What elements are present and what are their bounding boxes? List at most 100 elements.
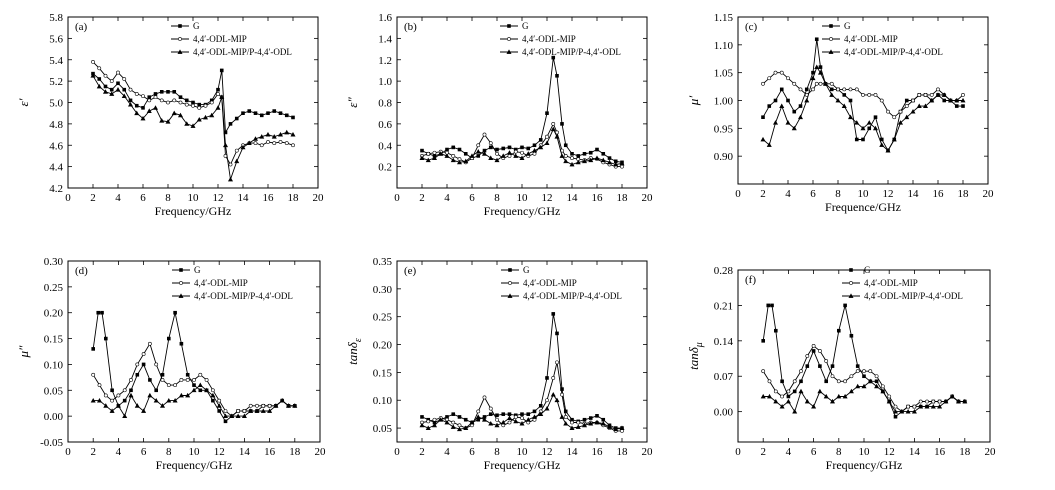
data-point [855,364,860,368]
data-point [811,70,815,75]
data-point [786,389,791,394]
data-point [924,403,930,409]
data-point [235,413,241,419]
y-axis-title-subscript: ε [353,338,364,342]
data-point [786,76,790,81]
data-point [246,140,252,146]
data-point [766,393,773,399]
data-point [829,92,835,97]
data-point [823,393,829,399]
data-point [109,87,114,92]
y-tick-label: 1.10 [714,40,734,52]
data-point [420,148,424,153]
data-point [780,394,785,399]
plot-frame [67,260,321,443]
data-point [451,420,456,425]
data-point [203,103,208,108]
data-point [912,404,917,409]
y-tick-label: 0.4 [378,140,392,152]
data-point [494,422,500,428]
data-point [582,417,587,422]
data-point [202,114,209,120]
data-point [90,73,96,78]
data-point [538,138,543,142]
data-point [229,413,235,419]
data-point [947,97,954,103]
data-point [103,403,109,408]
data-point [550,392,556,397]
data-point [248,408,254,413]
x-tick-label: 4 [786,446,792,458]
data-point [581,422,588,428]
data-point [204,387,210,393]
x-tick-label: 8 [494,192,500,204]
series-3 [90,73,296,182]
series-2 [761,70,965,120]
data-point [829,81,834,86]
data-point [159,98,164,103]
data-point [191,103,195,108]
data-point [804,398,810,404]
data-point [885,147,891,153]
series-3 [419,126,625,167]
data-point [773,389,778,394]
data-point [513,149,518,154]
data-point [129,378,133,382]
panel-label: (c) [745,21,758,33]
data-point [960,97,966,103]
data-point [922,103,929,108]
x-tick-label: 10 [859,446,871,458]
x-tick-label: 4 [115,192,121,204]
data-point [842,393,848,399]
data-point [941,92,947,97]
y-tick-label: 5.6 [49,33,63,45]
data-point [761,369,766,374]
series-3 [760,378,968,414]
panel-label: (e) [404,265,417,277]
data-point [779,70,784,75]
data-point [873,93,878,97]
data-point [899,409,905,414]
data-point [219,68,224,73]
y-tick-label: 1.00 [714,96,734,108]
y-tick-label: 0.25 [373,312,393,324]
data-point [563,409,568,414]
data-point [160,378,165,382]
y-tick-label: 0.6 [378,119,392,131]
data-point [476,143,481,148]
x-tick-label: 8 [835,188,841,200]
y-axis-title: ε″ [345,97,360,108]
data-point [538,411,544,417]
y-tick-label: 1.6 [378,12,392,24]
data-point [488,155,494,160]
data-point [178,95,183,99]
data-point [760,136,766,142]
data-point [814,64,820,69]
data-point [500,419,506,425]
legend-entry: 4,4′-ODL-MIP/P-4,4′-ODL [864,291,963,301]
data-point [247,109,252,113]
data-point [285,403,292,408]
data-point [545,134,549,139]
data-point [779,103,785,108]
data-point [551,376,556,380]
data-point [936,87,940,92]
data-point [588,157,594,163]
data-point [848,388,854,394]
x-tick-label: 16 [264,446,276,458]
data-point [506,150,513,155]
data-point [198,388,203,393]
data-point [897,120,904,125]
data-point [129,388,133,393]
data-point [475,149,481,154]
data-point [210,388,215,393]
data-point [867,126,872,131]
data-point [284,141,289,146]
x-tick-label: 8 [166,446,172,458]
legend-marker [178,293,184,298]
data-point [532,409,537,414]
data-point [128,87,133,92]
x-tick-label: 6 [811,446,817,458]
data-point [223,409,228,413]
